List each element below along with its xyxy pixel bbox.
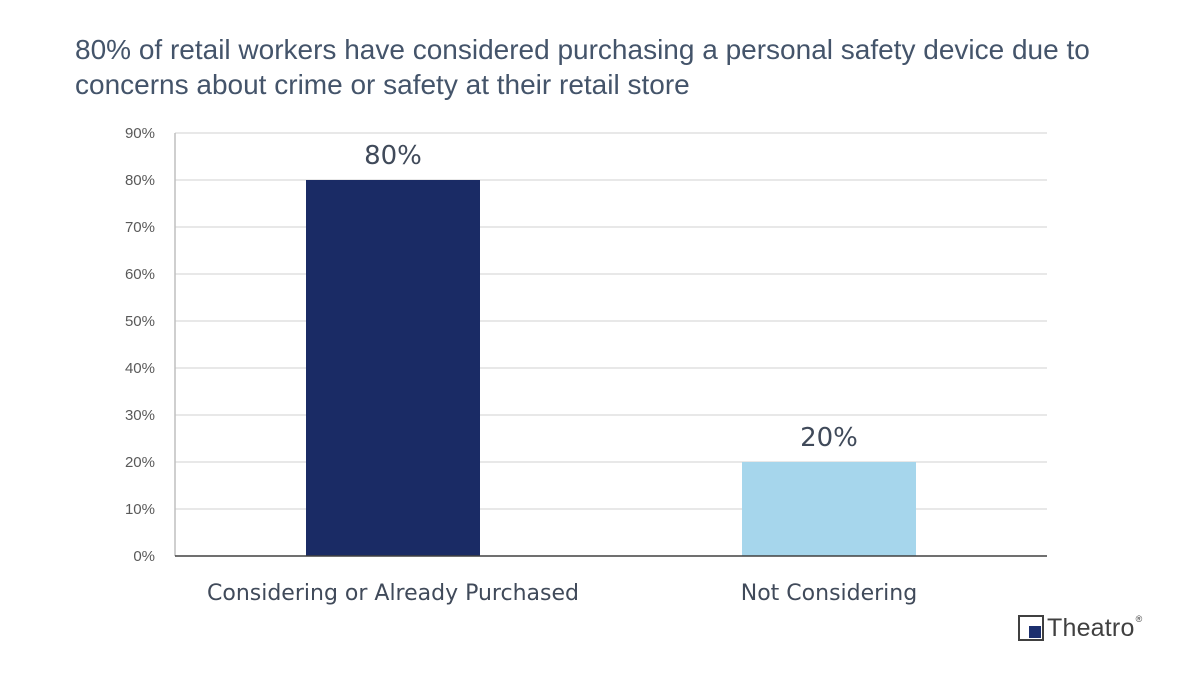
y-tick-label: 40% — [125, 360, 155, 377]
y-tick-label: 70% — [125, 219, 155, 236]
y-tick-label: 10% — [125, 501, 155, 518]
category-label: Not Considering — [741, 581, 917, 606]
registered-mark: ® — [1135, 614, 1143, 624]
data-label: 20% — [800, 423, 858, 453]
y-tick-label: 90% — [125, 125, 155, 142]
category-label: Considering or Already Purchased — [207, 581, 579, 606]
category-labels: Considering or Already Purchased Not Cons… — [207, 581, 917, 606]
theatro-logo: Theatro ® — [1018, 608, 1142, 648]
gridlines — [175, 132, 1047, 510]
y-tick-label: 30% — [125, 407, 155, 424]
y-tick-label: 50% — [125, 313, 155, 330]
bar — [306, 180, 480, 556]
data-label: 80% — [364, 141, 422, 171]
bars — [306, 180, 916, 556]
bar — [742, 462, 916, 556]
chart-title: 80% of retail workers have considered pu… — [75, 34, 1090, 100]
y-tick-label: 80% — [125, 172, 155, 189]
theatro-logo-icon — [1018, 615, 1044, 641]
logo-text: Theatro — [1047, 613, 1135, 642]
y-tick-label: 20% — [125, 454, 155, 471]
y-tick-label: 0% — [133, 548, 155, 565]
y-axis-ticks: 0% 10% 20% 30% 40% 50% 60% 70% 80% 90% — [125, 125, 155, 565]
y-tick-label: 60% — [125, 266, 155, 283]
data-labels: 80% 20% — [364, 141, 858, 453]
